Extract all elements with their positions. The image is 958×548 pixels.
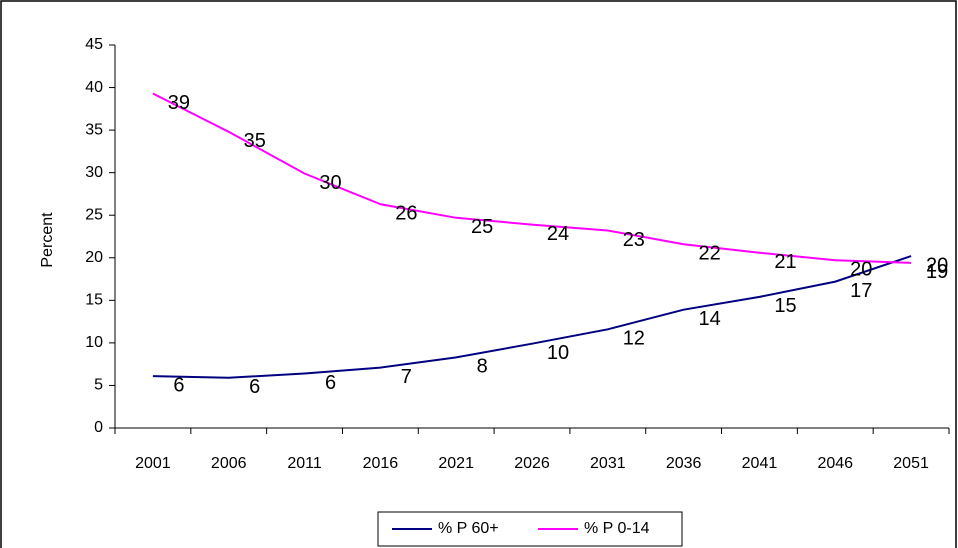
data-label: 30 — [319, 172, 341, 194]
data-label: 10 — [547, 342, 569, 364]
x-tick-label: 2011 — [287, 455, 322, 472]
x-tick-label: 2036 — [666, 455, 702, 472]
series-line — [152, 255, 912, 379]
legend-label: % P 0-14 — [584, 520, 650, 537]
data-label: 19 — [926, 261, 948, 283]
y-tick-label: 5 — [94, 377, 103, 394]
data-label: 35 — [244, 130, 266, 152]
legend-label: % P 60+ — [438, 520, 499, 537]
y-tick-label: 45 — [85, 36, 103, 53]
data-label: 7 — [401, 366, 412, 388]
x-tick-label: 2031 — [590, 455, 626, 472]
data-label: 6 — [325, 372, 336, 394]
y-tick-label: 20 — [85, 249, 103, 266]
y-tick-label: 10 — [85, 334, 103, 351]
legend-box — [377, 511, 683, 547]
y-tick-label: 0 — [94, 419, 103, 436]
data-label: 8 — [477, 356, 488, 378]
x-tick-label: 2046 — [817, 455, 853, 472]
data-label: 39 — [168, 92, 190, 114]
x-tick-label: 2006 — [211, 455, 247, 472]
data-label: 20 — [926, 254, 948, 276]
data-label: 22 — [699, 242, 721, 264]
data-label: 12 — [623, 328, 645, 350]
x-tick-label: 2001 — [135, 455, 171, 472]
series-line — [152, 92, 912, 264]
y-tick-label: 35 — [85, 121, 103, 138]
y-tick-label: 40 — [85, 79, 103, 96]
data-label: 14 — [699, 308, 721, 330]
x-tick-label: 2041 — [742, 455, 778, 472]
x-tick-label: 2021 — [438, 455, 474, 472]
y-axis-label: Percent — [39, 212, 56, 268]
data-label: 25 — [471, 216, 493, 238]
data-label: 17 — [850, 280, 872, 302]
data-label: 6 — [173, 374, 184, 396]
data-label: 20 — [850, 259, 872, 281]
data-label: 23 — [623, 229, 645, 251]
x-tick-label: 2051 — [893, 455, 929, 472]
y-tick-label: 25 — [85, 206, 103, 223]
data-label: 24 — [547, 223, 569, 245]
y-tick-label: 30 — [85, 164, 103, 181]
data-label: 21 — [774, 251, 796, 273]
x-tick-label: 2016 — [363, 455, 399, 472]
y-tick-label: 15 — [85, 292, 103, 309]
data-label: 6 — [249, 376, 260, 398]
data-label: 26 — [395, 202, 417, 224]
data-label: 15 — [774, 295, 796, 317]
x-tick-label: 2026 — [514, 455, 550, 472]
